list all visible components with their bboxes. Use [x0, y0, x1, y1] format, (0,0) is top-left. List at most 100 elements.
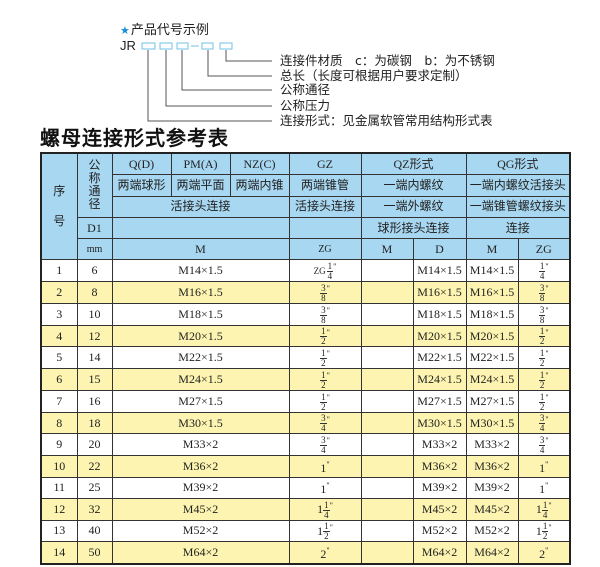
thread-m: M22×1.5	[111, 346, 290, 370]
qg-m: M64×2	[465, 541, 519, 565]
thread-zg: 3 4 "	[288, 433, 362, 457]
leader-line	[147, 50, 272, 122]
leader-line	[225, 50, 272, 62]
thread-m: M24×1.5	[111, 368, 290, 391]
inch-mark: "	[545, 349, 549, 359]
row-number: 11	[40, 476, 78, 499]
denominator: 8	[321, 292, 326, 303]
thread-zg: 2"	[288, 541, 362, 565]
inch-mark: "	[326, 481, 330, 491]
numerator: 3	[320, 435, 327, 447]
header-desc: 活接头连接	[288, 195, 362, 218]
header-desc: 一端内螺纹活接头	[465, 174, 571, 197]
header-desc: 一端外螺纹	[360, 195, 467, 218]
label-diameter: 公称通径	[280, 82, 331, 97]
header-desc: 球形接头连接	[360, 216, 467, 240]
thread-m: M39×2	[111, 476, 290, 499]
leader-line	[207, 50, 272, 77]
qg-zg: 3 4 "	[517, 433, 571, 457]
nominal-diameter: 10	[76, 302, 113, 326]
numerator: 1	[320, 391, 327, 403]
header-qg-m: M	[465, 238, 519, 261]
whole-inch: 1	[535, 523, 542, 538]
table-row: 4 12 M20×1.5 1 2 " M20×1.5 M20×1.5 1 2 "	[40, 324, 571, 348]
nominal-diameter: 18	[76, 411, 113, 435]
whole-inch: 2	[539, 546, 546, 561]
header-qz-m: M	[360, 238, 414, 261]
qz-d: M45×2	[412, 497, 467, 521]
qg-zg: 1 4 "	[517, 259, 571, 283]
code-box-material	[219, 42, 233, 50]
qz-d: M24×1.5	[412, 368, 467, 391]
whole-inch: 1	[317, 501, 324, 516]
numerator: 3	[538, 413, 546, 425]
inch-mark: "	[326, 305, 330, 315]
label-length: 总长（长度可根据用户要求定制）	[280, 68, 468, 83]
denominator: 8	[321, 314, 326, 325]
qg-zg: 3 8 "	[517, 302, 571, 326]
header-nominal-diameter: 公 称 通 径	[76, 152, 113, 218]
header-zg: ZG	[288, 238, 362, 261]
header-qg: QG形式	[465, 152, 571, 176]
nominal-diameter: 40	[76, 519, 113, 543]
qz-m	[360, 433, 414, 457]
nominal-diameter: 22	[76, 455, 113, 478]
qz-m	[360, 302, 414, 326]
qg-m: M14×1.5	[465, 259, 519, 283]
qz-d: M36×2	[412, 455, 467, 478]
table-row: 11 25 M39×2 1" M39×2 M39×2 1"	[40, 476, 571, 499]
row-number: 13	[40, 519, 78, 543]
denominator: 4	[539, 423, 545, 434]
inch-mark: "	[545, 262, 549, 272]
numerator: 1	[323, 521, 330, 533]
thread-zg: 1 1 2 "	[288, 519, 362, 543]
denominator: 2	[539, 379, 545, 390]
qg-zg: 1 2 "	[517, 389, 571, 413]
thread-zg: 1 2 "	[288, 368, 362, 391]
header-empty	[288, 216, 362, 240]
denominator: 4	[539, 445, 545, 456]
row-number: 3	[40, 302, 78, 326]
header-desc: 一端锥管螺纹接头	[465, 195, 571, 218]
table-row: 8 18 M30×1.5 3 4 " M30×1.5 M30×1.5 3 4 "	[40, 411, 571, 435]
numerator: 3	[320, 304, 327, 316]
whole-inch: 1	[320, 482, 327, 497]
thread-zg: 1 1 4 "	[288, 497, 362, 521]
numerator: 1	[320, 326, 327, 338]
inch-mark: "	[329, 500, 333, 510]
inch-mark: "	[548, 522, 552, 532]
numerator: 1	[538, 348, 546, 360]
table-row: 9 20 M33×2 3 4 " M33×2 M33×2 3 4 "	[40, 433, 571, 457]
nominal-diameter: 6	[76, 259, 113, 283]
header-seq: 序 号	[40, 152, 78, 261]
inch-mark: "	[326, 284, 330, 294]
row-number: 5	[40, 346, 78, 370]
numerator: 1	[323, 499, 330, 511]
numerator: 1	[538, 326, 546, 338]
numerator: 1	[538, 261, 546, 273]
nominal-diameter: 12	[76, 324, 113, 348]
code-example-title: ★产品代号示例	[120, 19, 209, 38]
thread-m: M27×1.5	[111, 389, 290, 413]
header-qz: QZ形式	[360, 152, 467, 176]
denominator: 2	[321, 358, 326, 369]
thread-m: M36×2	[111, 455, 290, 478]
row-number: 1	[40, 259, 78, 283]
qg-m: M36×2	[465, 455, 519, 478]
header-desc: 两端球形	[111, 174, 172, 197]
thread-m: M52×2	[111, 519, 290, 543]
row-number: 4	[40, 324, 78, 348]
nominal-diameter: 16	[76, 389, 113, 413]
numerator: 1	[541, 521, 549, 533]
qg-zg: 1 2 "	[517, 324, 571, 348]
header-empty	[111, 216, 290, 240]
label-material: 连接件材质 c：为碳钢 b：为不锈钢	[280, 53, 495, 68]
whole-inch: 1	[535, 501, 542, 516]
